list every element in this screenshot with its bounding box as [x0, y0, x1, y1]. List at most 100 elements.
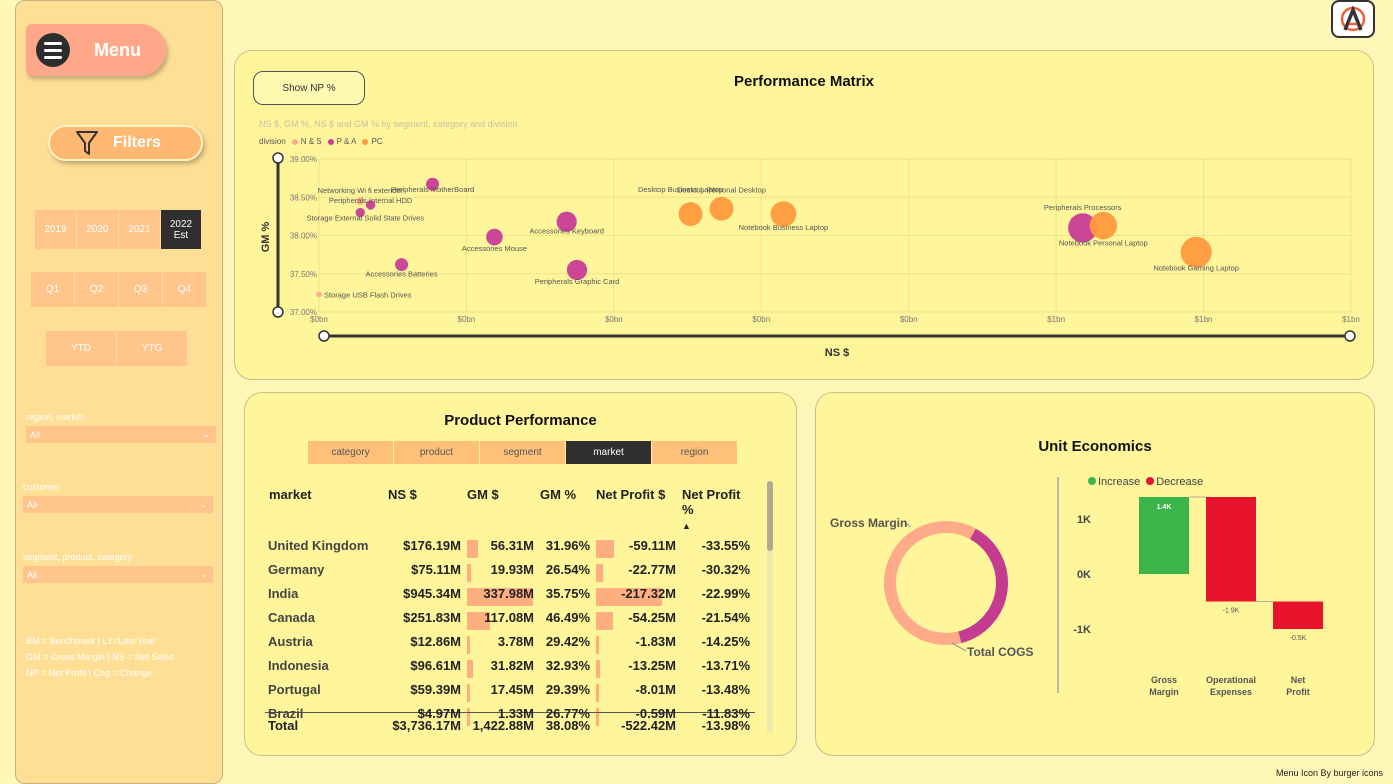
scatter-point[interactable] [709, 196, 734, 221]
segment-dropdown[interactable]: All ⌄ [23, 566, 213, 583]
tab-product[interactable]: product [394, 441, 479, 464]
scatter-point[interactable] [356, 197, 365, 205]
y-tick-label: 38.00% [290, 232, 317, 241]
table-row[interactable]: Austria $12.86M 3.78M 29.42% -1.83M -14.25% [265, 629, 755, 654]
table-row[interactable]: Germany $75.11M 19.93M 26.54% -22.77M -30.32% [265, 557, 755, 582]
table-row[interactable]: Canada $251.83M 117.08M 46.49% -54.25M -21.54… [265, 605, 755, 630]
scatter-point[interactable] [770, 201, 797, 227]
table-cell-gm: 31.82M [464, 658, 537, 678]
slider-handle[interactable] [1344, 330, 1356, 342]
period-tile[interactable]: YTD [46, 331, 116, 366]
table-cell-npp: -13.71% [679, 658, 753, 673]
donut-slice[interactable] [884, 521, 976, 645]
scatter-point[interactable] [1089, 211, 1118, 240]
scatter-point[interactable] [316, 291, 322, 298]
company-logo[interactable] [1331, 0, 1375, 38]
table-row[interactable]: Brazil $4.97M 1.33M 26.77% -0.59M -11.83% [265, 701, 755, 726]
tab-category[interactable]: category [308, 441, 393, 464]
column-header[interactable]: market [269, 487, 312, 502]
legend-label: Increase [1098, 476, 1141, 488]
scatter-point[interactable] [1180, 236, 1212, 268]
cell-text: -22.77M [628, 561, 676, 577]
table-row[interactable]: United Kingdom $176.19M 56.31M 31.96% -59.11… [265, 533, 755, 558]
quarter-tile[interactable]: Q4 [163, 272, 206, 307]
scatter-point[interactable] [1068, 213, 1098, 243]
leader-line [905, 522, 911, 528]
table-row[interactable]: Portugal $59.39M 17.45M 29.39% -8.01M -13.48% [265, 677, 755, 702]
chevron-down-icon: ⌄ [202, 429, 210, 439]
data-label: 1.4K [1157, 504, 1172, 511]
waterfall-legend: Increase Decrease [1088, 476, 1203, 488]
dimension-tabs: category product segment market region [308, 441, 737, 464]
data-bar [467, 587, 533, 606]
table-cell-ns: $59.39M [385, 682, 464, 697]
year-slicer: 2019 2020 2021 2022 Est [35, 210, 201, 249]
point-label: Desktop Personal Desktop [677, 186, 766, 195]
cell-text: India [268, 585, 299, 601]
scatter-point[interactable] [365, 200, 376, 210]
y-tick-label: -1K [1073, 624, 1091, 636]
donut-slice[interactable] [958, 528, 1008, 644]
slider-handle[interactable] [272, 152, 284, 164]
waterfall-bar[interactable] [1139, 497, 1189, 574]
data-bar [467, 707, 470, 726]
funnel-icon [76, 131, 98, 155]
cell-text: 29.42% [545, 633, 590, 649]
waterfall-bar[interactable] [1273, 601, 1323, 630]
table-row[interactable]: Indonesia $96.61M 31.82M 32.93% -13.25M -13.7… [265, 653, 755, 678]
period-tile[interactable]: YTG [117, 331, 187, 366]
data-bar [467, 611, 491, 630]
tab-region[interactable]: region [652, 441, 737, 464]
note-line: BM = Benchmark | LY=Last Year [26, 636, 156, 646]
scatter-point[interactable] [486, 228, 503, 246]
cell-text: -33.55% [701, 537, 750, 553]
cell-text: Germany [268, 561, 325, 577]
slider-handle[interactable] [318, 330, 330, 342]
x-tick-label: $1bn [1195, 315, 1213, 324]
table-cell-np: -54.25M [593, 610, 679, 630]
year-tile[interactable]: 2021 [119, 210, 160, 249]
icon-credit: Menu Icon By burger icons [1276, 768, 1384, 778]
menu-button[interactable]: Menu [26, 24, 166, 76]
tab-market[interactable]: market [566, 441, 651, 464]
cell-text: 337.98M [483, 585, 534, 601]
scatter-point[interactable] [566, 259, 588, 281]
column-header[interactable]: Net Profit % ▲ [679, 487, 753, 532]
table-cell-npp: -11.83% [679, 706, 753, 721]
scatter-point[interactable] [395, 258, 409, 272]
scatter-point[interactable] [355, 207, 365, 218]
column-header[interactable]: GM % [540, 487, 577, 502]
filters-button[interactable]: Filters [48, 125, 203, 161]
quarter-tile[interactable]: Q3 [119, 272, 162, 307]
show-np-button[interactable]: Show NP % [253, 71, 365, 105]
header-label: Net Profit % [682, 487, 741, 517]
x-tick-label: $0bn [900, 315, 918, 324]
cell-text: 1.33M [497, 705, 534, 721]
x-tick-label: $0bn [605, 315, 623, 324]
table-total-row: Total $3,736.17M 1,422.88M 38.08% -522.4… [265, 712, 755, 736]
scatter-point[interactable] [678, 202, 703, 226]
scrollbar-thumb[interactable] [767, 481, 773, 551]
tab-segment[interactable]: segment [480, 441, 565, 464]
quarter-tile[interactable]: Q2 [75, 272, 118, 307]
quarter-tile[interactable]: Q1 [31, 272, 74, 307]
chart-legend: division N & S P & A PC [259, 137, 383, 146]
region-market-dropdown[interactable]: All ⌄ [26, 426, 216, 443]
cell-text: Brazil [268, 705, 304, 721]
scatter-point[interactable] [556, 211, 577, 232]
waterfall-bar[interactable] [1206, 497, 1256, 602]
table-row[interactable]: India $945.34M 337.98M 35.75% -217.32M -22.99… [265, 581, 755, 606]
column-header[interactable]: GM $ [467, 487, 499, 502]
y-tick-label: 37.00% [290, 308, 317, 317]
column-header[interactable]: NS $ [388, 487, 417, 502]
chart-subtitle: NS $, GM %, NS $ and GM % by segment, ca… [259, 119, 518, 129]
table-cell-market: United Kingdom [265, 538, 385, 553]
table-scrollbar[interactable] [767, 481, 773, 733]
column-header[interactable]: Net Profit $ [596, 487, 666, 502]
year-tile-selected[interactable]: 2022 Est [161, 210, 201, 249]
slider-handle[interactable] [272, 306, 284, 318]
customer-dropdown[interactable]: All ⌄ [23, 496, 213, 513]
year-tile[interactable]: 2020 [77, 210, 118, 249]
scatter-point[interactable] [426, 177, 440, 191]
year-tile[interactable]: 2019 [35, 210, 76, 249]
